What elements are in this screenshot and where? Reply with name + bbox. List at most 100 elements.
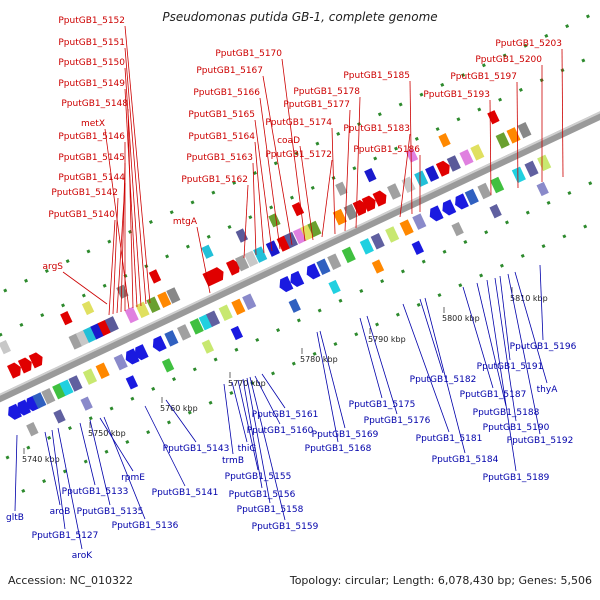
top-gene-callouts: PputGB1_5152 PputGB1_5151 PputGB1_5150 Pput… [43,16,564,316]
gene-leader-line [223,383,234,455]
scale-label: 5740 kbp [22,455,60,464]
forward-gene-arrow [7,362,21,379]
gene-leader-line [355,96,361,229]
gene-leader-line [246,377,271,504]
gene-leader-line [254,119,273,252]
gene-label: PputGB1_5155 [225,472,292,482]
reverse-gene-outer [371,259,385,274]
forward-gene-arrow [361,195,376,212]
gene-label: PputGB1_5148 [61,99,128,109]
reverse-gene-block [52,382,67,400]
gene-leader-line [237,379,259,471]
gene-leader-line [499,275,511,361]
forward-gene-block [265,240,280,257]
gene-leader-line [462,286,494,389]
gene-label: PputGB1_5127 [32,531,99,541]
gene-label: PputGB1_5197 [450,72,517,82]
gene-leader-line [514,271,548,384]
gene-label: PputGB1_5174 [265,118,332,128]
forward-genes [0,110,532,379]
gene-leader-line [124,25,151,304]
gene-leader-line [344,109,351,232]
scale-label: 5810 kbp [510,294,548,303]
gene-label: PputGB1_5169 [312,430,379,440]
forward-gene-block [235,254,250,272]
reverse-gene-outer [411,240,424,255]
gene-leader-line [262,75,293,246]
gene-leader-line [419,298,444,374]
gene-leader-line [476,282,507,407]
scale-label: 5800 kbp [442,314,480,323]
top-mid-dots [0,47,600,357]
reverse-gene-block [205,310,221,328]
scale-labels: 5740 kbp 5750 kbp 5760 kbp 5770 kbp 5780 kbp… [22,287,548,464]
forward-gene-arrow [225,259,240,276]
reverse-gene-arrow [134,344,149,361]
gene-label: PputGB1_5159 [252,522,319,532]
forward-gene-outer [148,269,162,284]
gene-label: rpmE [121,473,145,483]
gene-label: PputGB1_5135 [77,507,144,517]
forward-gene-block [332,208,347,226]
gene-leader-line [486,279,517,472]
bottom-gene-callouts: gltB aroB PputGB1_5127 aroK PputGB1_5133 Pput… [6,264,577,561]
gene-leader-line [259,97,281,250]
reverse-gene-block [399,219,414,236]
reverse-gene-outer [328,279,341,295]
reverse-gene-block [537,154,552,172]
forward-gene-block [157,291,172,308]
gene-leader-line [99,417,134,472]
gene-label: PputGB1_5175 [349,400,416,410]
reverse-gene-arrow [152,335,167,352]
gene-leader-line [196,226,211,294]
reverse-genes [8,154,552,437]
gene-label: PputGB1_5144 [58,173,125,183]
gene-leader-line [116,182,126,314]
forward-gene-block [292,227,308,245]
scale-label: 5760 kbp [160,404,198,413]
backbone-highlight [0,96,600,405]
gene-leader-line [507,273,541,435]
gene-leader-line [51,429,66,530]
gene-leader-line [261,373,286,409]
gene-label: PputGB1_5152 [58,16,125,26]
forward-gene-outer [0,339,11,355]
gene-leader-line [108,219,116,316]
gene-leader-line [124,88,138,308]
gene-label: PputGB1_5149 [58,79,125,89]
reverse-gene-block [490,176,505,194]
reverse-gene-block [189,318,204,335]
forward-gene-block [135,301,150,319]
gene-leader-line [44,431,61,506]
gene-leader-line [402,303,450,433]
gene-label: PputGB1_5170 [215,49,282,59]
bottom-inner-strip [0,110,600,458]
forward-gene-block [387,183,402,200]
gene-label: PputGB1_5168 [305,444,372,454]
gene-leader-line [254,375,281,425]
reverse-gene-outer [489,204,502,219]
gene-leader-line [424,297,466,454]
forward-gene-outer [81,300,95,316]
reverse-gene-arrow [279,276,294,293]
genome-backbone [0,96,600,411]
gene-label: PputGB1_5178 [293,87,360,97]
gene-leader-line [243,184,249,259]
gene-leader-line [103,416,146,520]
gene-leader-line [366,315,398,415]
reverse-gene-block [412,213,427,230]
genome-track [0,12,600,493]
forward-gene-outer [335,181,348,196]
reverse-gene-block [59,379,74,396]
reverse-gene-block [218,304,233,322]
gene-label: PputGB1_5156 [229,490,296,500]
gene-leader-line [165,399,197,443]
gene-leader-line [359,317,383,399]
gene-label: PputGB1_5200 [475,55,542,65]
gene-label: PputGB1_5188 [473,408,540,418]
gene-leader-line [319,330,346,429]
gene-label: mtgA [173,217,198,227]
reverse-gene-arrow [306,263,321,280]
gene-leader-line [124,67,142,307]
gene-label: PputGB1_5151 [58,38,125,48]
